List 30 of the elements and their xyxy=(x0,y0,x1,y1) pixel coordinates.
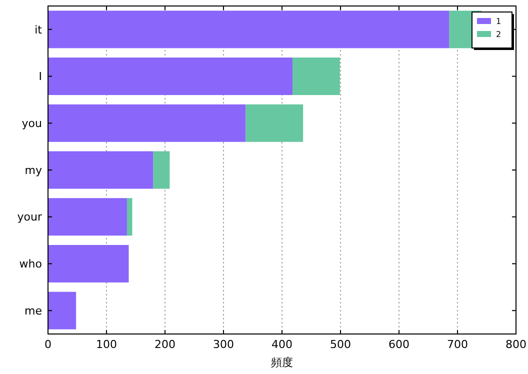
y-tick-label: you xyxy=(22,116,42,130)
x-tick-label: 0 xyxy=(44,338,52,351)
bar xyxy=(246,104,304,142)
x-tick-label: 100 xyxy=(96,338,117,351)
y-tick-label: who xyxy=(19,258,42,271)
y-tick-label: my xyxy=(24,164,42,177)
bar xyxy=(48,292,76,330)
y-tick-label: me xyxy=(24,304,42,318)
y-tick-label: I xyxy=(38,70,42,84)
bar xyxy=(126,198,132,236)
bar xyxy=(48,198,127,236)
x-tick-label: 300 xyxy=(213,338,234,351)
bar xyxy=(48,58,293,96)
x-tick-label: 800 xyxy=(506,338,526,351)
bar xyxy=(48,104,246,142)
y-tick-label: it xyxy=(34,23,43,36)
legend-label: 1 xyxy=(496,16,502,26)
x-tick-label: 400 xyxy=(272,338,292,351)
bar xyxy=(48,10,450,48)
x-tick-label: 700 xyxy=(447,338,468,351)
bar xyxy=(292,58,340,96)
x-tick-label: 600 xyxy=(388,338,410,351)
bar xyxy=(48,151,154,189)
y-tick-label: your xyxy=(17,210,42,224)
x-axis-title: 頻度 xyxy=(271,356,293,369)
bar xyxy=(153,151,170,189)
x-tick-label: 500 xyxy=(330,338,351,351)
bar xyxy=(48,244,129,282)
x-tick-label: 200 xyxy=(154,338,176,351)
legend-label: 2 xyxy=(496,30,502,39)
